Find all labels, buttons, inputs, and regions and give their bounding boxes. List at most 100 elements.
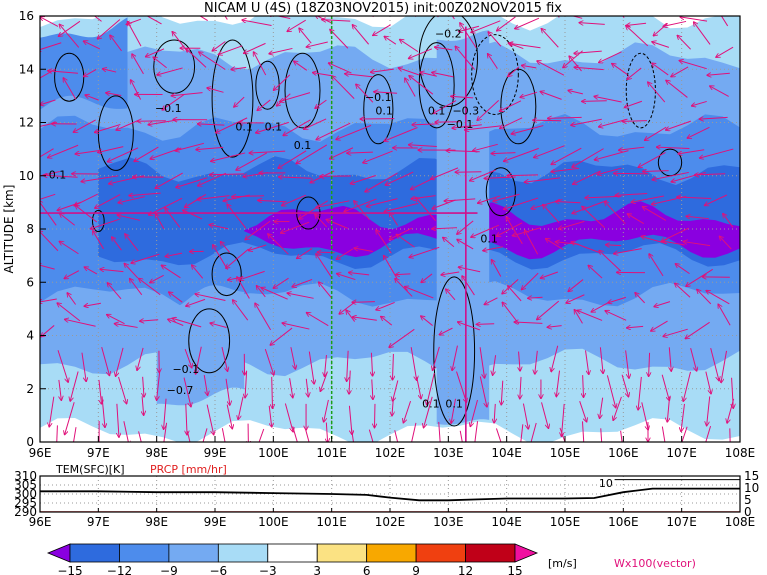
wind-vector	[157, 67, 183, 75]
x-tick-label: 108E	[725, 446, 756, 460]
wind-vector	[679, 61, 707, 70]
wind-vector	[652, 63, 669, 76]
wind-vector	[315, 99, 327, 108]
marker-lines	[40, 16, 478, 442]
wind-vector	[184, 193, 207, 207]
wind-vector	[227, 204, 247, 229]
wind-vector	[337, 274, 356, 281]
sub-x-tick-label: 108E	[725, 515, 756, 529]
wind-vector	[203, 374, 207, 395]
wind-vector	[508, 66, 520, 77]
wind-vector	[433, 346, 440, 370]
wind-vector	[635, 293, 646, 304]
wind-vector	[666, 80, 688, 98]
colorbar-unit: [m/s]	[548, 557, 577, 570]
wind-vector	[100, 269, 124, 273]
wind-vector	[537, 61, 565, 76]
wind-vector	[423, 396, 433, 428]
wind-vector	[162, 94, 185, 110]
wind-vector	[721, 350, 728, 383]
wind-vector	[287, 293, 314, 299]
wind-vector	[264, 349, 273, 375]
main-plot: −0.20.1−0.10.10.10.1 0.10.1−0.1−0.30.10.1…	[2, 9, 756, 460]
wind-vector	[409, 76, 434, 95]
wind-vector	[392, 353, 393, 380]
wind-vector	[732, 377, 734, 408]
wind-vector	[509, 43, 541, 49]
x-tick-label: 101E	[316, 446, 347, 460]
wind-vector	[621, 374, 628, 397]
wind-vector	[90, 218, 120, 229]
wind-vector	[458, 267, 481, 273]
x-tick-label: 106E	[608, 446, 639, 460]
wind-vector	[652, 171, 689, 179]
wind-vector	[582, 206, 605, 229]
wind-vector	[368, 429, 374, 442]
wind-vector	[73, 119, 96, 132]
wind-vector	[98, 379, 102, 404]
wind-vector	[568, 90, 583, 95]
sub-x-tick-label: 104E	[491, 515, 522, 529]
wind-vector	[304, 118, 327, 129]
wind-vector	[273, 277, 289, 288]
wind-vector	[606, 375, 615, 407]
wind-vector	[707, 396, 711, 425]
wind-vector	[394, 430, 399, 442]
wind-vector	[572, 200, 608, 213]
y-axis: 0 2 4 6 8 10 12 14 16	[19, 9, 46, 449]
wind-vector	[663, 241, 685, 246]
sub-left-tick-label: 290	[14, 505, 37, 519]
wind-vector	[384, 127, 418, 142]
sub-right-tick-label: 0	[744, 505, 752, 519]
wind-vector	[183, 210, 203, 220]
x-tick-label: 99E	[204, 446, 227, 460]
wind-vector	[677, 35, 691, 50]
contour-loop	[433, 276, 476, 427]
wind-vector	[459, 25, 480, 31]
wind-vector	[704, 194, 728, 205]
tem-line	[40, 487, 740, 502]
wind-vector	[574, 67, 604, 71]
wind-vector	[471, 224, 499, 237]
wind-vector	[432, 199, 456, 209]
wind-vector	[172, 318, 202, 328]
wind-vector	[150, 274, 164, 282]
wind-vector	[470, 399, 478, 427]
wind-vector	[196, 346, 202, 374]
colorbar: −15 −12 −9 −6 −3 3 6 9 12 15	[46, 543, 539, 575]
wind-vector	[56, 425, 58, 442]
wind-vector	[416, 197, 436, 221]
wind-vector	[405, 287, 434, 299]
tem-series-label: TEM(SFC)[K]	[55, 463, 125, 476]
wind-vector	[462, 276, 475, 296]
wind-vector	[497, 16, 516, 31]
wind-vector	[287, 19, 306, 31]
wind-vector	[488, 54, 498, 69]
wind-vector	[43, 175, 78, 177]
wind-vector	[458, 322, 480, 331]
wind-vector	[153, 57, 167, 69]
wind-vector	[202, 428, 208, 442]
x-tick-label: 105E	[550, 446, 581, 460]
wind-vector	[520, 424, 524, 442]
sub-right-tick-label: 5	[744, 493, 752, 507]
wind-vector	[226, 404, 232, 429]
sub-x-tick-label: 105E	[550, 515, 581, 529]
wind-vector	[687, 126, 710, 138]
wind-vector	[433, 100, 457, 114]
wind-vector	[278, 177, 312, 178]
wind-vector	[356, 84, 374, 103]
wind-vector	[186, 431, 191, 442]
colorbar-right-cap	[514, 543, 539, 563]
wind-vector	[155, 214, 165, 230]
wind-vector	[74, 193, 99, 206]
wind-vector	[40, 99, 56, 105]
y-tick-label: 4	[26, 329, 34, 343]
wind-vector	[571, 16, 583, 19]
wind-vector	[59, 213, 75, 226]
colorbar-tick-label: −3	[259, 564, 277, 575]
wind-vector	[686, 216, 709, 218]
wind-vector	[473, 143, 498, 151]
wind-vector	[40, 42, 62, 51]
wind-vector	[408, 145, 437, 147]
